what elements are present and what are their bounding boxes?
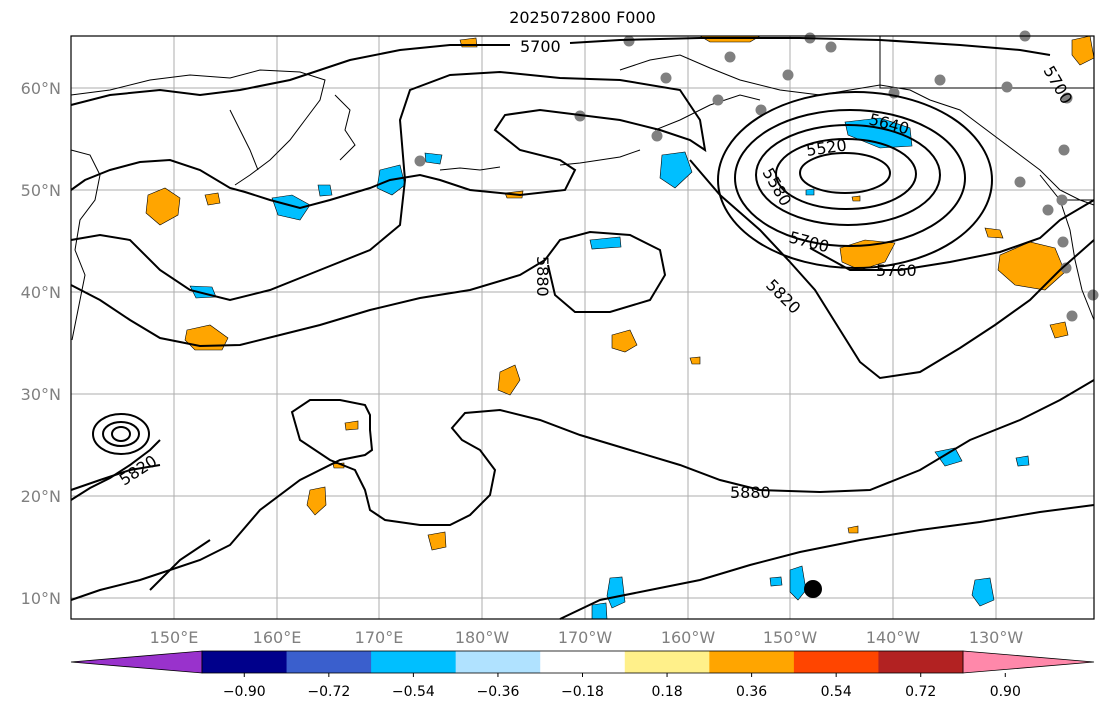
negative-shading	[189, 117, 1030, 620]
lon-label: 160°W	[661, 628, 716, 647]
colorbar-segment	[878, 651, 964, 673]
colorbar-extend-high	[962, 650, 1095, 674]
lon-label: 180°W	[455, 628, 510, 647]
lon-label: 150°W	[763, 628, 818, 647]
lon-label: 170°E	[355, 628, 404, 647]
contour-label: 5880	[730, 483, 771, 502]
storm-marker	[804, 580, 822, 598]
lon-label: 130°W	[969, 628, 1024, 647]
lat-label: 40°N	[21, 283, 61, 302]
positive-shading	[145, 35, 1095, 551]
coastlines	[70, 36, 1095, 341]
colorbar-tick-label: −0.36	[476, 684, 519, 700]
contour-label: 5700	[520, 37, 561, 56]
colorbar-segment	[455, 651, 541, 673]
lon-label: 150°E	[150, 628, 199, 647]
colorbar-segment	[624, 651, 710, 673]
colorbar-segment	[540, 651, 626, 673]
lon-label: 140°W	[866, 628, 921, 647]
lon-label: 170°W	[558, 628, 613, 647]
height-contours	[70, 37, 1095, 620]
station-markers	[414, 30, 1099, 322]
contour-label: 5760	[876, 261, 917, 280]
colorbar-tick-label: −0.90	[223, 684, 266, 700]
colorbar-extend-low	[70, 650, 203, 674]
colorbar-tick-label: 0.36	[736, 684, 767, 700]
colorbar-tick-label: −0.18	[561, 684, 604, 700]
map-panel: 5700 5640 5520 5580 5700 5760 5820 5880 …	[70, 30, 1099, 620]
lat-label: 50°N	[21, 181, 61, 200]
contour-label: 5880	[533, 256, 552, 297]
colorbar-tick-label: 0.18	[651, 684, 682, 700]
colorbar-segment	[709, 651, 795, 673]
colorbar-segment	[371, 651, 457, 673]
colorbar-tick-label: 0.72	[905, 684, 936, 700]
longitude-labels: 150°E 160°E 170°E 180°W 170°W 160°W 150°…	[150, 628, 1024, 647]
colorbar-tick-label: −0.72	[307, 684, 350, 700]
gridlines	[71, 36, 1094, 619]
lat-label: 20°N	[21, 487, 61, 506]
lat-label: 60°N	[21, 79, 61, 98]
colorbar-segment	[793, 651, 879, 673]
lat-label: 30°N	[21, 385, 61, 404]
colorbar-tick-label: 0.90	[990, 684, 1021, 700]
lat-label: 10°N	[21, 589, 61, 608]
colorbar-tick-label: −0.54	[392, 684, 435, 700]
map-title: 2025072800 F000	[509, 8, 656, 27]
colorbar: −0.90 −0.72 −0.54 −0.36 −0.18 0.18 0.36 0.54 0.7…	[70, 650, 1095, 700]
latitude-labels: 10°N 20°N 30°N 40°N 50°N 60°N	[21, 79, 61, 608]
colorbar-tick-label: 0.54	[821, 684, 852, 700]
colorbar-segment	[286, 651, 372, 673]
lon-label: 160°E	[253, 628, 302, 647]
colorbar-segment	[202, 651, 288, 673]
